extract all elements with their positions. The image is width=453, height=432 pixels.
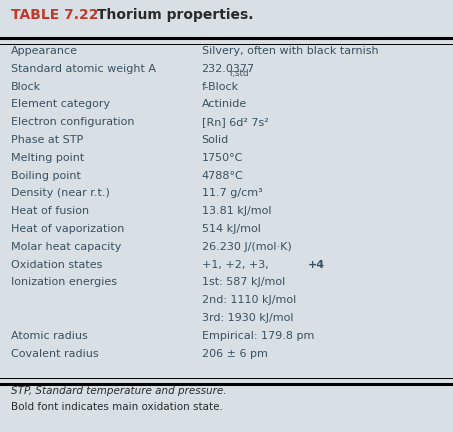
Text: Actinide: Actinide <box>202 99 247 109</box>
Text: 514 kJ/mol: 514 kJ/mol <box>202 224 260 234</box>
Text: Oxidation states: Oxidation states <box>11 260 103 270</box>
Text: Empirical: 179.8 pm: Empirical: 179.8 pm <box>202 331 314 341</box>
Text: [Rn] 6d² 7s²: [Rn] 6d² 7s² <box>202 117 268 127</box>
Text: 206 ± 6 pm: 206 ± 6 pm <box>202 349 267 359</box>
Text: Bold font indicates main oxidation state.: Bold font indicates main oxidation state… <box>11 402 223 412</box>
Text: Element category: Element category <box>11 99 111 109</box>
Text: TABLE 7.22: TABLE 7.22 <box>11 8 99 22</box>
Text: 26.230 J/(mol·K): 26.230 J/(mol·K) <box>202 242 291 252</box>
Text: Density (near r.t.): Density (near r.t.) <box>11 188 110 198</box>
Text: Thorium properties.: Thorium properties. <box>92 8 254 22</box>
Text: 1750°C: 1750°C <box>202 153 243 163</box>
Text: r,std: r,std <box>229 69 248 78</box>
Text: Solid: Solid <box>202 135 229 145</box>
Text: Molar heat capacity: Molar heat capacity <box>11 242 122 252</box>
Text: 2nd: 1110 kJ/mol: 2nd: 1110 kJ/mol <box>202 295 296 305</box>
Text: 3rd: 1930 kJ/mol: 3rd: 1930 kJ/mol <box>202 313 293 323</box>
Text: Heat of vaporization: Heat of vaporization <box>11 224 125 234</box>
Text: Electron configuration: Electron configuration <box>11 117 135 127</box>
Text: Appearance: Appearance <box>11 46 78 56</box>
Text: Melting point: Melting point <box>11 153 85 163</box>
Text: 11.7 g/cm³: 11.7 g/cm³ <box>202 188 262 198</box>
Text: Heat of fusion: Heat of fusion <box>11 206 89 216</box>
Text: Block: Block <box>11 82 42 92</box>
Text: Phase at STP: Phase at STP <box>11 135 83 145</box>
Text: STP, Standard temperature and pressure.: STP, Standard temperature and pressure. <box>11 386 227 396</box>
Text: f-Block: f-Block <box>202 82 239 92</box>
Text: +4: +4 <box>308 260 325 270</box>
Text: Silvery, often with black tarnish: Silvery, often with black tarnish <box>202 46 378 56</box>
Text: 4788°C: 4788°C <box>202 171 243 181</box>
Text: 1st: 587 kJ/mol: 1st: 587 kJ/mol <box>202 277 285 287</box>
Text: Standard atomic weight A: Standard atomic weight A <box>11 64 156 74</box>
Text: Ionization energies: Ionization energies <box>11 277 117 287</box>
Text: Covalent radius: Covalent radius <box>11 349 99 359</box>
Text: Boiling point: Boiling point <box>11 171 81 181</box>
Text: 232.0377: 232.0377 <box>202 64 255 74</box>
Text: +1, +2, +3,: +1, +2, +3, <box>202 260 275 270</box>
Text: 13.81 kJ/mol: 13.81 kJ/mol <box>202 206 271 216</box>
Text: Atomic radius: Atomic radius <box>11 331 88 341</box>
